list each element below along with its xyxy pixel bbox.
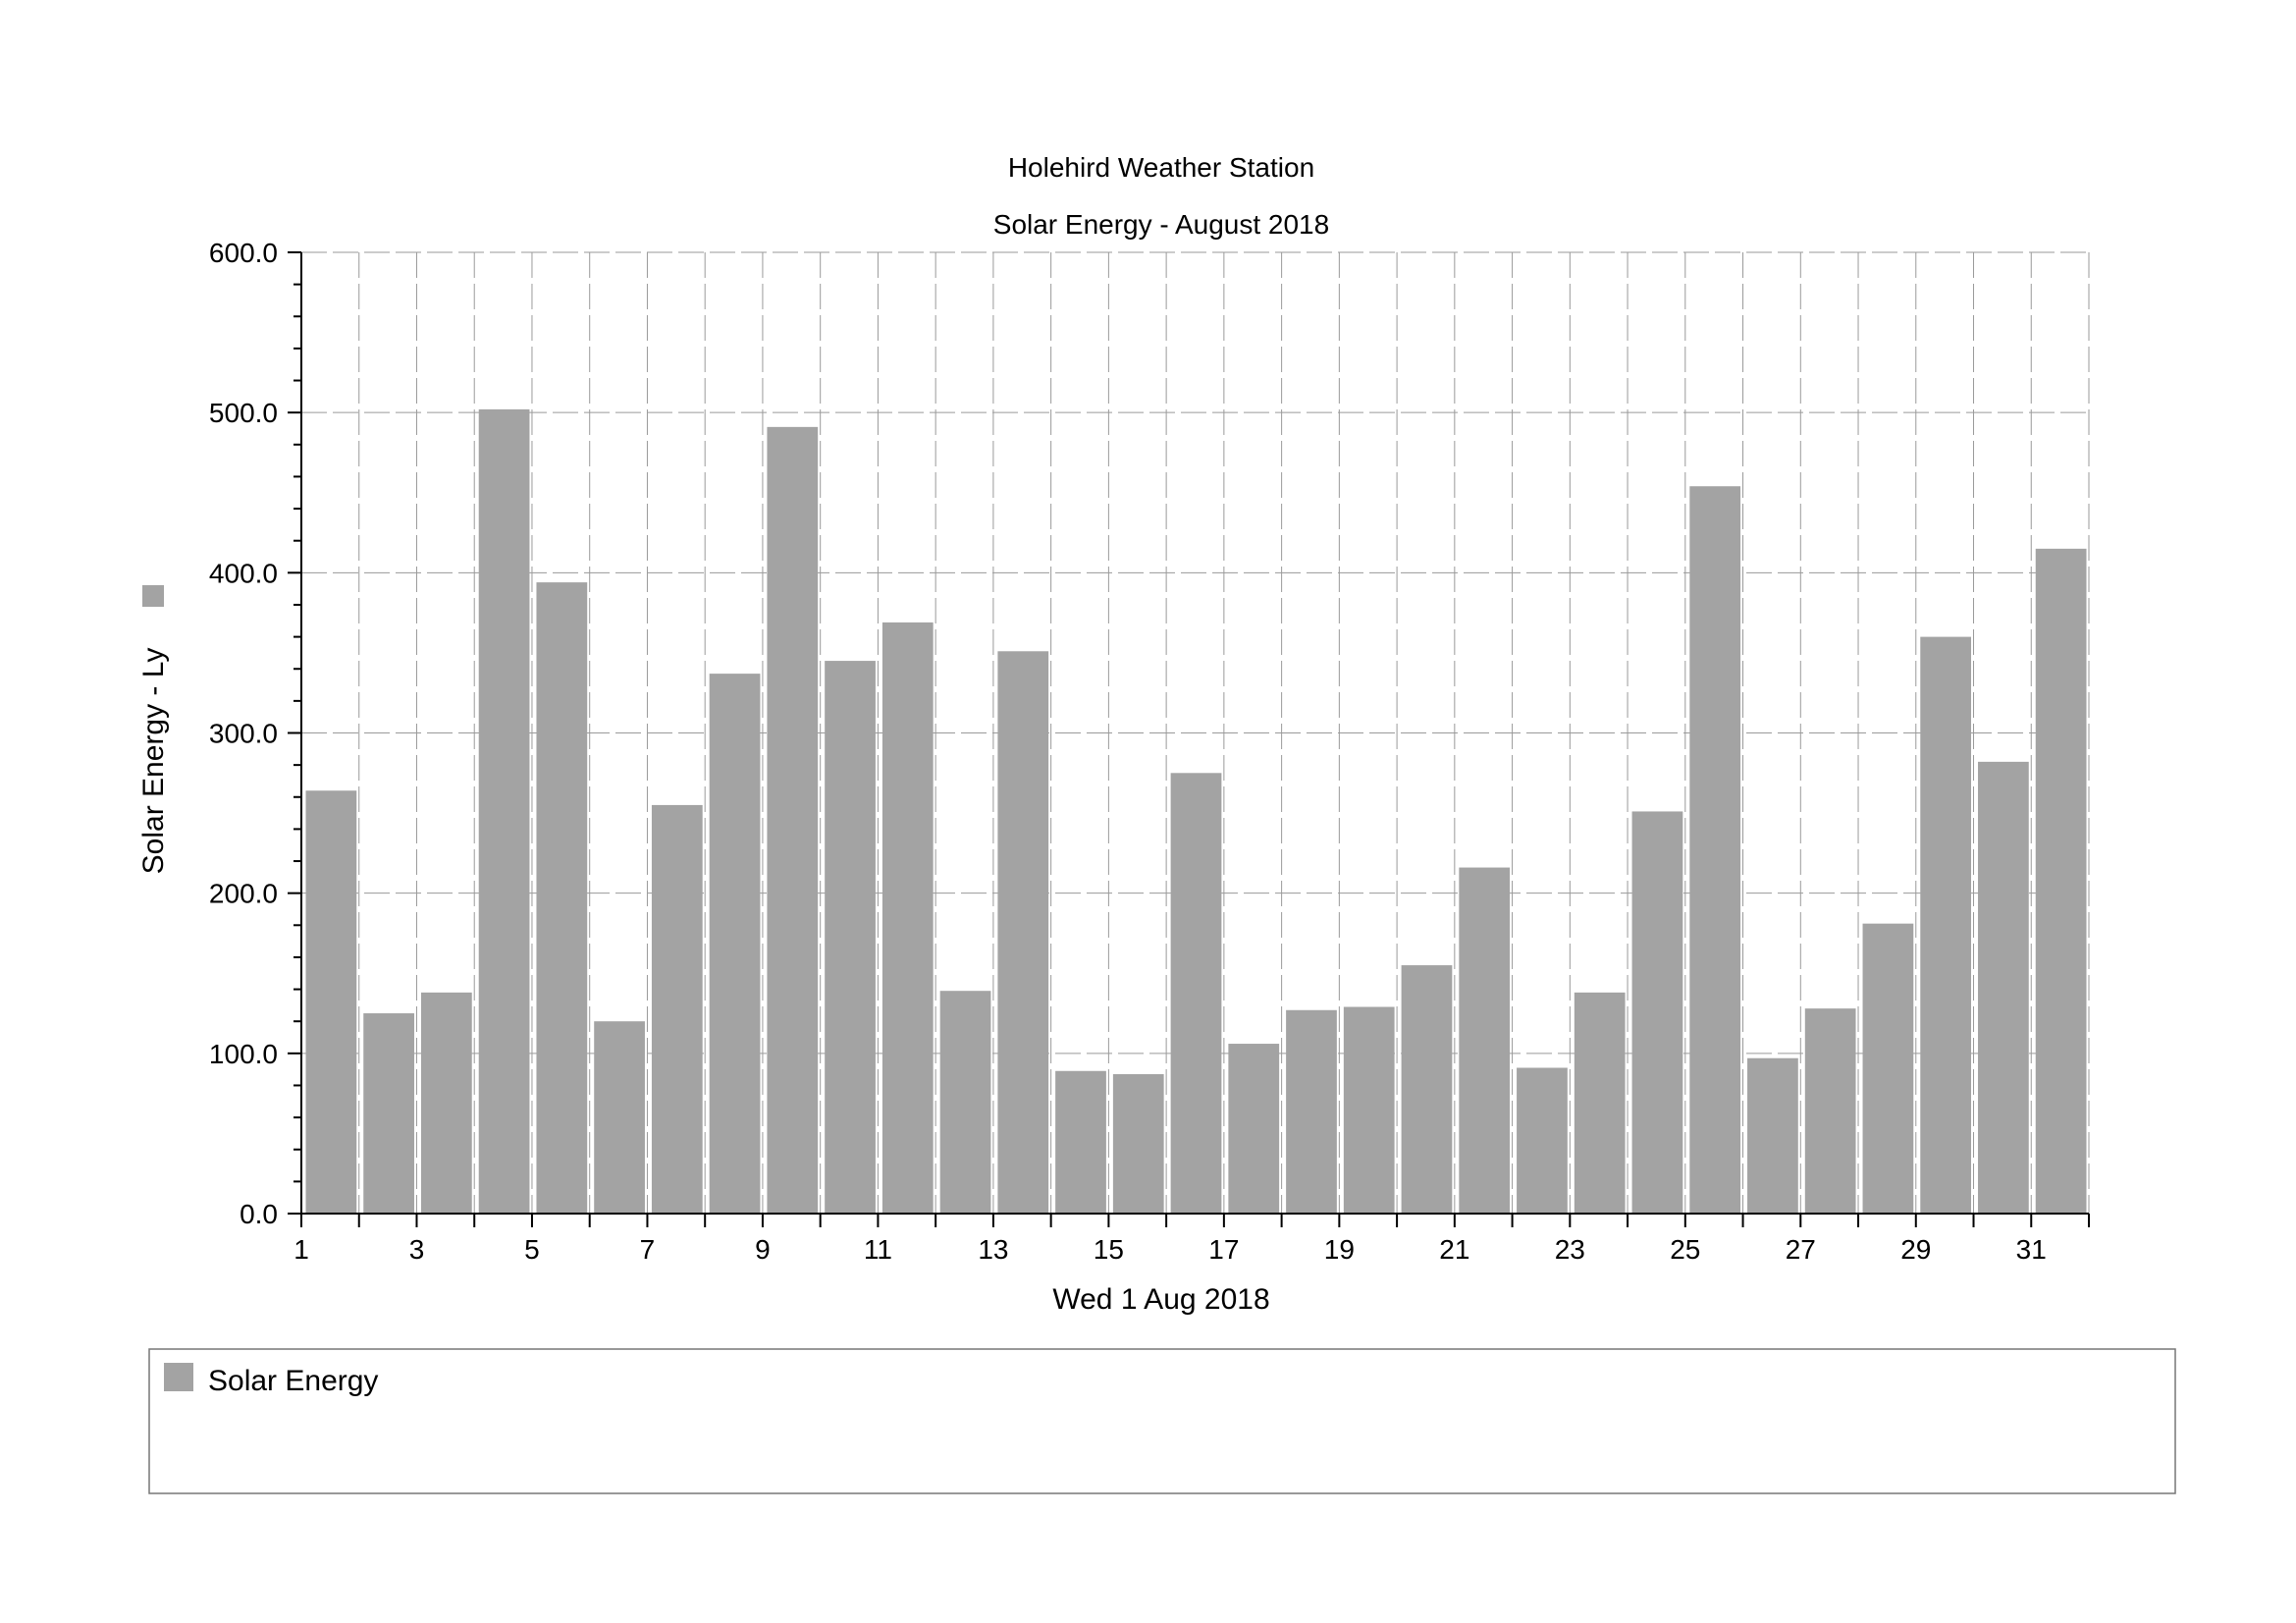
bar-day-8 (709, 674, 761, 1214)
y-axis-label: Solar Energy - Ly (137, 648, 170, 875)
legend-box (148, 1348, 2176, 1494)
bar-day-23 (1574, 992, 1626, 1214)
x-tick-label: 15 (1094, 1234, 1124, 1265)
y-tick-label: 200.0 (209, 879, 278, 909)
x-tick-label: 3 (409, 1234, 425, 1265)
bar-day-28 (1862, 923, 1914, 1214)
bar-day-7 (651, 804, 703, 1214)
x-tick-label: 11 (864, 1234, 892, 1265)
bar-day-29 (1920, 636, 1972, 1214)
x-tick-label: 29 (1900, 1234, 1931, 1265)
bar-day-15 (1112, 1074, 1164, 1214)
bar-day-17 (1228, 1044, 1280, 1214)
x-axis-label: Wed 1 Aug 2018 (1052, 1283, 1269, 1316)
bar-day-26 (1747, 1057, 1798, 1214)
bar-day-22 (1517, 1067, 1568, 1214)
bar-day-19 (1343, 1006, 1395, 1214)
x-tick-label: 17 (1208, 1234, 1239, 1265)
bar-day-5 (536, 582, 588, 1214)
bar-day-16 (1170, 773, 1222, 1214)
x-tick-label: 13 (978, 1234, 1008, 1265)
bar-day-6 (594, 1021, 645, 1214)
y-tick-label: 100.0 (209, 1039, 278, 1069)
y-tick-label: 300.0 (209, 719, 278, 749)
bar-day-12 (939, 991, 991, 1214)
y-tick-label: 400.0 (209, 558, 278, 588)
chart-subtitle: Solar Energy - August 2018 (993, 209, 1329, 240)
x-tick-label: 7 (640, 1234, 656, 1265)
x-tick-label: 25 (1670, 1234, 1700, 1265)
x-tick-label: 27 (1786, 1234, 1816, 1265)
bar-day-24 (1631, 811, 1683, 1214)
bar-day-2 (363, 1013, 414, 1214)
axes-group (288, 251, 2090, 1227)
bars-group (305, 408, 2087, 1214)
y-tick-label: 500.0 (209, 398, 278, 428)
bar-day-20 (1401, 965, 1453, 1214)
x-tick-label: 1 (294, 1234, 309, 1265)
bar-day-14 (1055, 1070, 1106, 1214)
bar-day-25 (1689, 486, 1741, 1214)
bar-day-27 (1804, 1008, 1856, 1214)
bar-day-10 (825, 661, 876, 1214)
chart-title: Holehird Weather Station (1008, 152, 1314, 183)
bar-day-18 (1286, 1009, 1337, 1214)
bar-day-1 (305, 790, 357, 1214)
bar-day-30 (1978, 761, 2029, 1214)
bar-day-11 (881, 622, 934, 1214)
grid-lines (301, 251, 2090, 1214)
y-tick-label: 0.0 (240, 1199, 278, 1229)
bar-day-21 (1459, 867, 1511, 1214)
y-axis-legend-swatch (142, 585, 164, 607)
x-tick-label: 31 (2016, 1234, 2047, 1265)
legend-swatch (164, 1363, 193, 1391)
bar-day-9 (767, 426, 819, 1214)
bar-day-4 (478, 408, 530, 1214)
x-tick-label: 5 (524, 1234, 540, 1265)
x-tick-label: 19 (1324, 1234, 1355, 1265)
bar-day-13 (997, 651, 1049, 1214)
x-tick-labels: 1 3 5 7 9 11 13 15 17 19 21 23 25 27 29 31 (294, 1234, 2047, 1265)
x-tick-label: 21 (1439, 1234, 1469, 1265)
x-tick-label: 9 (755, 1234, 771, 1265)
bar-day-3 (420, 992, 472, 1214)
legend-label: Solar Energy (208, 1365, 378, 1397)
y-tick-labels: 0.0 100.0 200.0 300.0 400.0 500.0 600.0 (209, 238, 278, 1229)
y-tick-label: 600.0 (209, 238, 278, 268)
x-tick-label: 23 (1555, 1234, 1585, 1265)
bar-day-31 (2035, 548, 2087, 1214)
